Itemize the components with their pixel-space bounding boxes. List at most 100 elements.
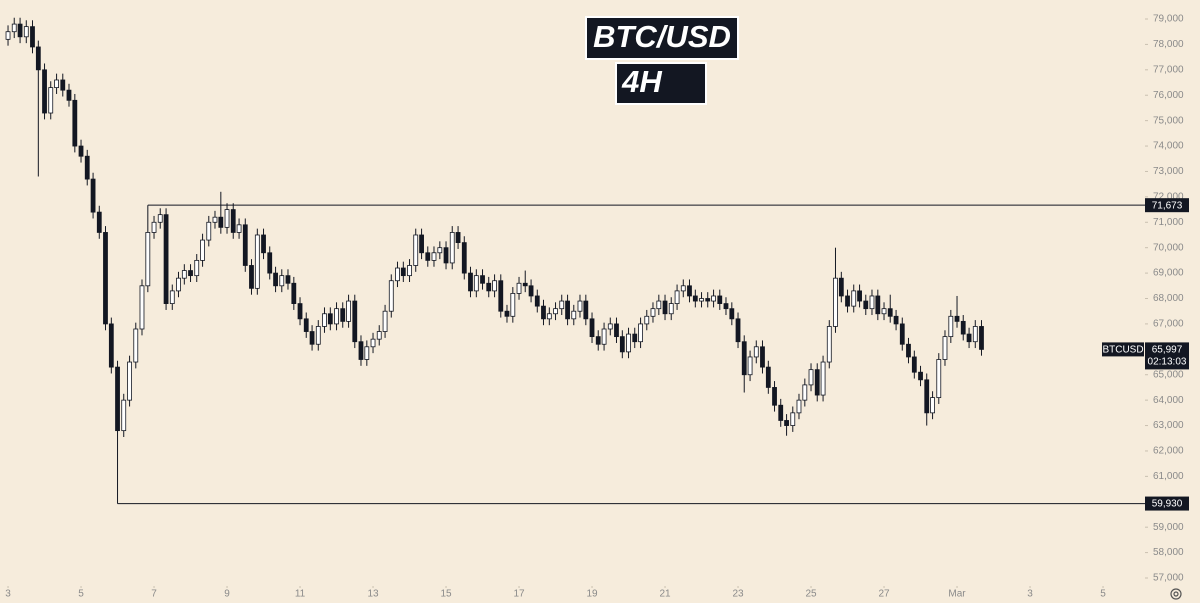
- candle-body: [358, 341, 364, 360]
- level-label: 71,673: [1152, 200, 1183, 211]
- candle-body: [784, 420, 789, 426]
- candle-body: [151, 221, 157, 233]
- candle-body: [309, 331, 315, 345]
- y-tick-label: 59,000: [1153, 522, 1184, 533]
- candle-body: [571, 310, 577, 320]
- candle-body: [796, 399, 802, 414]
- candle-body: [188, 270, 193, 277]
- candle-body: [145, 232, 151, 287]
- y-tick-label: 64,000: [1153, 395, 1184, 406]
- candle-body: [595, 336, 601, 345]
- candle-body: [626, 333, 631, 353]
- candle-body: [674, 290, 680, 304]
- candle-body: [54, 79, 59, 89]
- candle-body: [504, 310, 510, 317]
- candle-body: [5, 31, 11, 40]
- candle-body: [979, 326, 984, 350]
- candle-body: [303, 318, 309, 332]
- candle-body: [553, 308, 558, 315]
- candle-body: [559, 300, 565, 310]
- y-tick-label: 68,000: [1153, 293, 1184, 304]
- candle-body: [705, 298, 711, 302]
- candle-body: [291, 282, 297, 304]
- candle-body: [340, 308, 346, 322]
- candle-body: [407, 265, 412, 277]
- candle-body: [176, 277, 181, 292]
- candle-body: [376, 331, 382, 340]
- candle-body: [668, 303, 674, 315]
- y-tick-label: 79,000: [1153, 14, 1184, 25]
- y-tick-label: 63,000: [1153, 420, 1184, 431]
- candle-body: [893, 315, 899, 325]
- x-tick-label: 25: [805, 589, 817, 600]
- candle-body: [212, 216, 218, 223]
- candle-body: [273, 272, 278, 287]
- candle-body: [48, 87, 54, 114]
- candle-body: [638, 323, 643, 343]
- settings-icon-center[interactable]: [1173, 591, 1179, 597]
- candle-body: [84, 155, 90, 180]
- candle-body: [717, 295, 723, 304]
- y-tick-label: 69,000: [1153, 268, 1184, 279]
- candle-body: [413, 234, 419, 266]
- candle-body: [443, 247, 449, 264]
- x-tick-label: 23: [732, 589, 744, 600]
- settings-icon[interactable]: [1170, 588, 1182, 600]
- settings-icon-ring[interactable]: [1170, 588, 1182, 600]
- candle-body: [455, 232, 461, 244]
- candle-body: [747, 356, 753, 376]
- candle-body: [400, 267, 406, 277]
- y-tick-label: 74,000: [1153, 141, 1184, 152]
- candle-body: [534, 295, 540, 307]
- x-tick-label: Mar: [948, 589, 966, 600]
- candle-body: [753, 346, 759, 358]
- x-tick-label: 27: [878, 589, 890, 600]
- candle-body: [680, 285, 686, 292]
- x-tick-label: 13: [367, 589, 379, 600]
- plot-area: 57,00058,00059,00060,00061,00062,00063,0…: [5, 14, 1189, 600]
- candle-body: [115, 366, 120, 432]
- candle-body: [863, 300, 869, 310]
- candle-body: [200, 239, 205, 261]
- candle-body: [96, 211, 102, 233]
- candle-body: [729, 308, 735, 320]
- candle-body: [541, 305, 546, 320]
- candle-body: [72, 99, 78, 147]
- candle-body: [656, 300, 662, 310]
- candle-body: [614, 323, 619, 338]
- candle-body: [103, 232, 108, 325]
- candle-body: [230, 209, 236, 233]
- candle-body: [662, 300, 668, 315]
- chart-title: BTC/USD: [593, 19, 731, 54]
- y-tick-label: 70,000: [1153, 242, 1184, 253]
- candle-body: [826, 326, 832, 363]
- x-tick-label: 11: [295, 589, 306, 600]
- x-tick-label: 3: [5, 589, 11, 600]
- candle-body: [765, 366, 771, 388]
- candle-body: [492, 280, 497, 292]
- candle-body: [346, 300, 351, 322]
- symbol-tag: [1102, 342, 1144, 357]
- candle-body: [522, 282, 528, 287]
- candle-body: [169, 290, 175, 304]
- candle-body: [279, 275, 285, 287]
- candle-body: [814, 369, 820, 396]
- candle-body: [473, 275, 479, 292]
- candle-body: [461, 242, 467, 274]
- level-label: 59,930: [1152, 499, 1183, 510]
- candle-body: [723, 303, 729, 310]
- candle-body: [711, 295, 716, 302]
- candle-body: [194, 259, 200, 277]
- candle-body: [918, 371, 923, 381]
- candle-body: [760, 346, 765, 368]
- candle-body: [388, 280, 394, 312]
- candle-body: [42, 69, 47, 114]
- x-tick-label: 21: [659, 589, 671, 600]
- symbol-label: BTCUSD: [1102, 345, 1143, 356]
- candle-body: [516, 282, 522, 294]
- candle-body: [382, 310, 388, 332]
- candle-body: [802, 384, 808, 401]
- y-tick-label: 57,000: [1153, 573, 1184, 584]
- candle-body: [66, 89, 72, 101]
- candle-body: [906, 343, 911, 358]
